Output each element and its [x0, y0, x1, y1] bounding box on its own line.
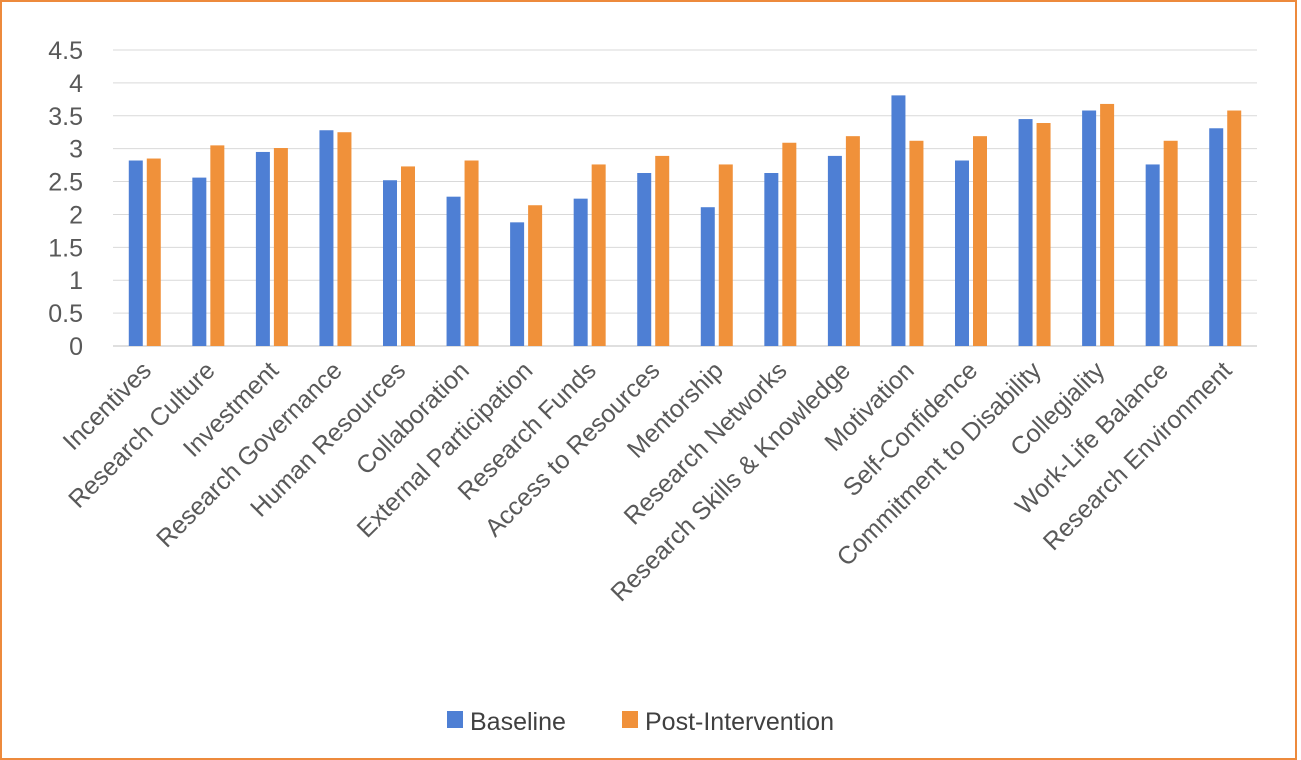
bar-post-intervention — [528, 205, 543, 346]
legend: Baseline Post-Intervention — [447, 708, 834, 736]
bar-post-intervention — [337, 132, 352, 346]
bar-post-intervention — [210, 145, 225, 346]
bar-baseline — [827, 155, 842, 346]
bar-baseline — [955, 160, 969, 346]
y-tick-label: 2 — [69, 201, 83, 229]
bar-baseline — [573, 198, 588, 346]
bar-post-intervention — [973, 136, 987, 346]
legend-label-post-intervention: Post-Intervention — [645, 708, 834, 736]
bar-baseline — [891, 95, 906, 347]
bar-baseline — [637, 173, 652, 346]
bar-baseline — [319, 130, 334, 346]
bar-post-intervention — [401, 166, 415, 346]
y-tick-label: 3.5 — [48, 103, 83, 131]
y-tick-label: 1 — [69, 267, 83, 295]
bars — [128, 95, 1242, 347]
bar-post-intervention — [1036, 123, 1051, 346]
bar-post-intervention — [909, 140, 924, 346]
bar-post-intervention — [1227, 110, 1242, 346]
bar-post-intervention — [273, 148, 288, 346]
bar-post-intervention — [1100, 103, 1115, 346]
gridlines — [113, 49, 1257, 347]
bar-baseline — [1018, 119, 1033, 346]
bar-post-intervention — [782, 142, 797, 346]
bar-post-intervention — [845, 136, 860, 346]
y-axis-tick-labels: 0 0.5 1 1.5 2 2.5 3 3.5 4 4.5 — [48, 37, 83, 361]
y-tick-label: 0 — [69, 333, 83, 361]
bar-baseline — [764, 173, 779, 346]
y-tick-label: 2.5 — [48, 169, 83, 197]
bar-baseline — [446, 196, 461, 346]
bar-post-intervention — [655, 155, 670, 346]
bar-baseline — [510, 222, 525, 346]
bar-baseline — [128, 160, 143, 346]
legend-swatch-post-intervention — [622, 711, 638, 728]
y-tick-label: 3 — [69, 136, 83, 164]
bar-baseline — [1082, 110, 1097, 346]
bar-baseline — [1145, 164, 1160, 346]
bar-post-intervention — [1163, 140, 1178, 346]
legend-label-baseline: Baseline — [470, 708, 566, 736]
bar-baseline — [1209, 128, 1224, 346]
bar-baseline — [255, 151, 270, 346]
bar-post-intervention — [591, 164, 606, 346]
bar-baseline — [192, 177, 207, 346]
bar-post-intervention — [718, 164, 733, 346]
bar-baseline — [700, 207, 715, 346]
legend-swatch-baseline — [447, 711, 463, 728]
y-tick-label: 1.5 — [48, 234, 83, 262]
y-tick-label: 4.5 — [48, 37, 83, 65]
y-tick-label: 0.5 — [48, 300, 83, 328]
y-tick-label: 4 — [69, 70, 83, 98]
bar-post-intervention — [464, 160, 479, 346]
bar-baseline — [383, 180, 397, 346]
bar-post-intervention — [146, 158, 161, 346]
